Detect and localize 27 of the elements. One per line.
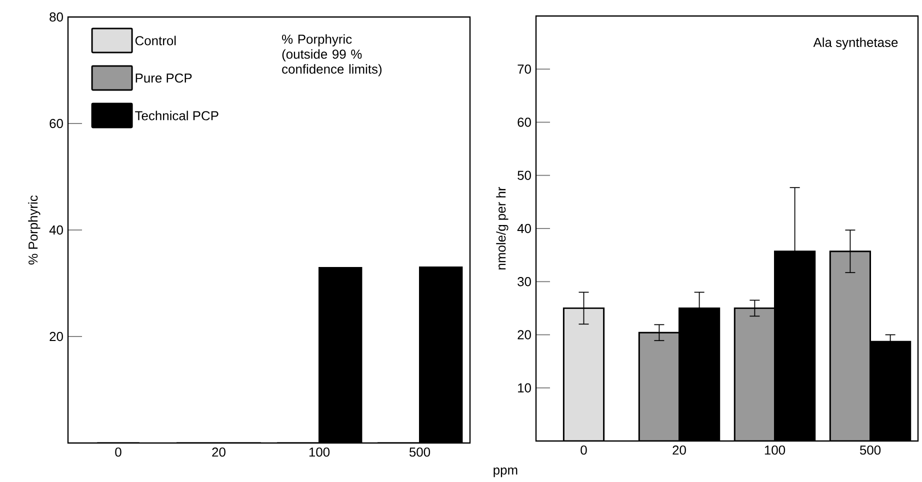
y-tick-label: 10 <box>518 383 531 392</box>
legend-label: Technical PCP <box>135 110 218 120</box>
x-tick-label: 500 <box>860 446 881 455</box>
y-tick-label: 70 <box>518 64 531 74</box>
y-tick-label: 40 <box>49 225 63 235</box>
legend-label: Control <box>135 36 176 46</box>
x-axis-title: ppm <box>494 468 518 478</box>
y-tick-label: 40 <box>517 224 531 234</box>
x-tick-label: 100 <box>309 448 330 457</box>
x-tick-label: 100 <box>764 446 786 455</box>
x-tick-label: 0 <box>115 448 122 457</box>
y-tick-label: 50 <box>518 170 531 180</box>
x-tick-label: 20 <box>212 448 226 457</box>
y-tick-label: 80 <box>50 12 63 22</box>
y-axis-title: % Porphyric <box>28 195 40 264</box>
annotation: Ala synthetase <box>813 38 898 50</box>
y-tick-label: 20 <box>518 330 531 340</box>
x-tick-label: 0 <box>580 446 587 455</box>
x-tick-label: 20 <box>672 446 686 455</box>
y-axis-title: nmole/g per hr <box>496 186 508 270</box>
y-tick-label: 60 <box>518 118 531 127</box>
x-tick-label: 500 <box>409 448 430 457</box>
annotation: % Porphyric (outside 99 % confidence limits) <box>282 34 382 76</box>
y-tick-label: 20 <box>50 332 63 342</box>
legend-label: Pure PCP <box>136 73 192 83</box>
y-tick-label: 30 <box>518 277 531 286</box>
y-tick-label: 60 <box>50 118 63 128</box>
